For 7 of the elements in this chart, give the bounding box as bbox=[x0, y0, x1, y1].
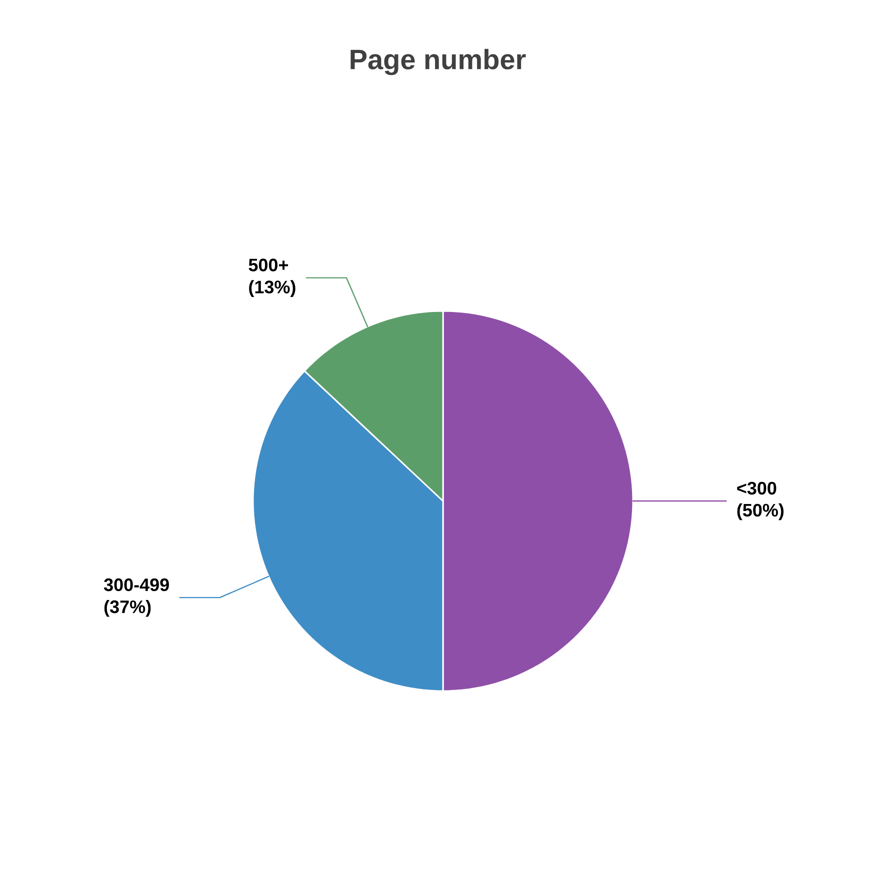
data-label: (13%) bbox=[249, 280, 296, 297]
slice-label: 300-499 bbox=[104, 578, 169, 592]
slice-label: <300 bbox=[737, 482, 776, 495]
data-label: (50%) bbox=[737, 503, 784, 520]
data-label: (37%) bbox=[104, 600, 151, 617]
chart-title: Page number bbox=[350, 48, 526, 76]
slice-label: 500+ bbox=[248, 258, 288, 272]
